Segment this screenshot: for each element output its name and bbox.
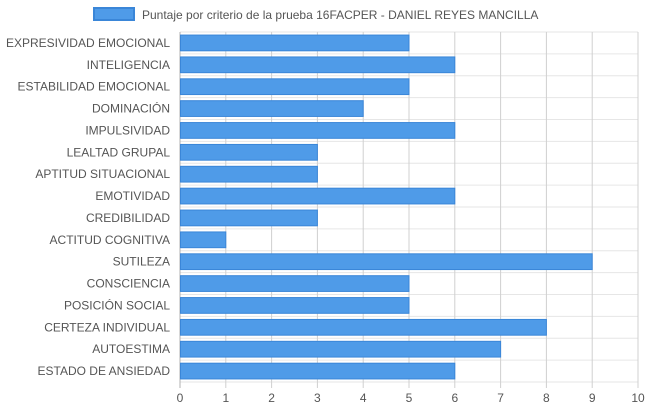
category-label: ESTABILIDAD EMOCIONAL (18, 80, 171, 94)
bar[interactable] (180, 275, 410, 292)
bar[interactable] (180, 231, 227, 249)
x-tick-label: 5 (406, 391, 413, 405)
bar[interactable] (180, 100, 364, 117)
category-label: INTELIGENCIA (87, 58, 170, 72)
x-tick-label: 6 (451, 391, 458, 405)
bar[interactable] (180, 253, 593, 271)
bar[interactable] (180, 209, 318, 227)
category-label: CERTEZA INDIVIDUAL (44, 320, 170, 334)
x-tick-label: 7 (497, 391, 504, 405)
category-label: SUTILEZA (113, 255, 170, 269)
x-tick-label: 4 (360, 391, 367, 405)
x-tick-label: 3 (314, 391, 321, 405)
bar[interactable] (180, 122, 456, 139)
category-label: POSICIÓN SOCIAL (64, 297, 170, 312)
x-tick-label: 8 (543, 391, 550, 405)
x-tick-label: 10 (631, 391, 645, 405)
x-tick-label: 9 (589, 391, 596, 405)
bars (180, 34, 593, 380)
x-tick-label: 1 (222, 391, 229, 405)
bar[interactable] (180, 78, 410, 96)
category-label: CREDIBILIDAD (86, 211, 170, 225)
bar[interactable] (180, 34, 410, 52)
category-label: AUTOESTIMA (92, 342, 170, 356)
category-label: CONSCIENCIA (87, 277, 170, 291)
x-axis-tick-labels: 0 1 2 3 4 5 6 7 8 9 10 (177, 391, 645, 405)
legend[interactable]: Puntaje por criterio de la prueba 16FACP… (93, 7, 538, 22)
bar[interactable] (180, 187, 456, 205)
category-label: LEALTAD GRUPAL (67, 145, 171, 159)
legend-swatch (93, 7, 135, 21)
category-label: EMOTIVIDAD (95, 189, 170, 203)
bar[interactable] (180, 297, 410, 314)
bar[interactable] (180, 318, 547, 336)
category-label: EXPRESIVIDAD EMOCIONAL (6, 36, 170, 50)
legend-label: Puntaje por criterio de la prueba 16FACP… (142, 8, 538, 22)
bar[interactable] (180, 56, 456, 74)
bar[interactable] (180, 362, 456, 380)
x-tick-label: 2 (268, 391, 275, 405)
category-label: DOMINACIÓN (92, 101, 170, 116)
category-label: ACTITUD COGNITIVA (50, 233, 170, 247)
bar[interactable] (180, 340, 502, 358)
bar[interactable] (180, 165, 318, 183)
category-label: APTITUD SITUACIONAL (35, 167, 170, 181)
category-labels: EXPRESIVIDAD EMOCIONAL INTELIGENCIA ESTABI… (6, 36, 170, 378)
x-tick-label: 0 (177, 391, 184, 405)
category-label: ESTADO DE ANSIEDAD (38, 364, 171, 378)
category-label: IMPULSIVIDAD (85, 123, 170, 137)
bar[interactable] (180, 143, 318, 161)
